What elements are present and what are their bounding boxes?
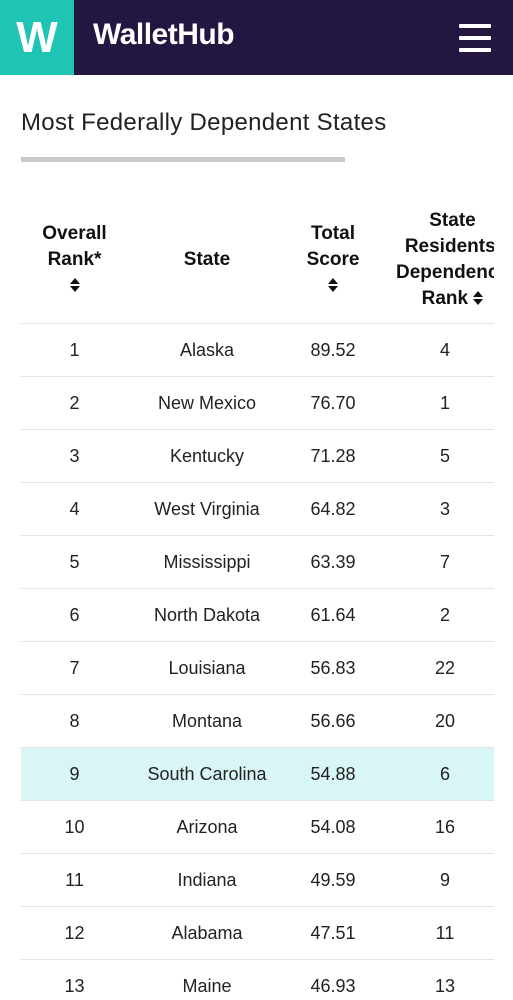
table-row: 7 Louisiana 56.83 22 bbox=[21, 641, 494, 695]
dependency-rank-cell: 13 bbox=[380, 959, 494, 1000]
state-cell: Mississippi bbox=[128, 535, 286, 589]
score-cell: 64.82 bbox=[286, 482, 380, 536]
header-dep-line1: State bbox=[429, 209, 476, 231]
header-state: State bbox=[128, 196, 286, 324]
table-row-highlighted: 9 South Carolina 54.88 6 bbox=[21, 747, 494, 801]
rank-cell: 7 bbox=[21, 641, 128, 695]
rank-cell: 4 bbox=[21, 482, 128, 536]
state-cell: North Dakota bbox=[128, 588, 286, 642]
table-row: 8 Montana 56.66 20 bbox=[21, 694, 494, 748]
score-cell: 54.08 bbox=[286, 800, 380, 854]
rank-cell: 5 bbox=[21, 535, 128, 589]
header-rank-line1: Overall bbox=[42, 222, 107, 244]
state-cell: Kentucky bbox=[128, 429, 286, 483]
title-underline bbox=[21, 157, 345, 162]
rank-cell: 9 bbox=[21, 747, 128, 801]
score-cell: 54.88 bbox=[286, 747, 380, 801]
state-cell: Louisiana bbox=[128, 641, 286, 695]
dependency-rank-cell: 9 bbox=[380, 853, 494, 907]
sort-up-down-icon[interactable] bbox=[473, 291, 484, 306]
hamburger-menu-icon[interactable] bbox=[459, 24, 491, 52]
dependency-rank-cell: 20 bbox=[380, 694, 494, 748]
rank-cell: 8 bbox=[21, 694, 128, 748]
dependency-rank-cell: 22 bbox=[380, 641, 494, 695]
dependency-rank-cell: 5 bbox=[380, 429, 494, 483]
score-cell: 76.70 bbox=[286, 376, 380, 430]
header-dep-line2: Residents' bbox=[404, 235, 494, 257]
table-row: 5 Mississippi 63.39 7 bbox=[21, 535, 494, 589]
score-cell: 63.39 bbox=[286, 535, 380, 589]
table-row: 12 Alabama 47.51 11 bbox=[21, 906, 494, 960]
table-row: 10 Arizona 54.08 16 bbox=[21, 800, 494, 854]
header-rank-line2: Rank* bbox=[47, 248, 102, 270]
header-score-line1: Total bbox=[311, 222, 355, 244]
table-row: 4 West Virginia 64.82 3 bbox=[21, 482, 494, 536]
state-cell: South Carolina bbox=[128, 747, 286, 801]
header-dep-line3: Dependency bbox=[396, 261, 494, 283]
state-cell: Maine bbox=[128, 959, 286, 1000]
header-overall-rank[interactable]: Overall Rank* bbox=[21, 196, 128, 324]
state-cell: Alaska bbox=[128, 323, 286, 377]
score-cell: 47.51 bbox=[286, 906, 380, 960]
rank-cell: 12 bbox=[21, 906, 128, 960]
rank-cell: 13 bbox=[21, 959, 128, 1000]
dependency-rank-cell: 11 bbox=[380, 906, 494, 960]
wallethub-logo[interactable]: W bbox=[0, 0, 74, 75]
rank-cell: 3 bbox=[21, 429, 128, 483]
rankings-table: Overall Rank* State Total Score bbox=[21, 196, 494, 1000]
dependency-rank-cell: 3 bbox=[380, 482, 494, 536]
state-cell: Arizona bbox=[128, 800, 286, 854]
score-cell: 56.66 bbox=[286, 694, 380, 748]
header-state-label: State bbox=[183, 248, 231, 270]
sort-up-down-icon[interactable] bbox=[69, 278, 80, 293]
page-title: Most Federally Dependent States bbox=[21, 109, 387, 136]
table-row: 2 New Mexico 76.70 1 bbox=[21, 376, 494, 430]
dependency-rank-cell: 4 bbox=[380, 323, 494, 377]
logo-letter: W bbox=[16, 12, 58, 62]
table-row: 11 Indiana 49.59 9 bbox=[21, 853, 494, 907]
score-cell: 61.64 bbox=[286, 588, 380, 642]
dependency-rank-cell: 2 bbox=[380, 588, 494, 642]
rank-cell: 6 bbox=[21, 588, 128, 642]
dependency-rank-cell: 7 bbox=[380, 535, 494, 589]
state-cell: West Virginia bbox=[128, 482, 286, 536]
state-cell: Alabama bbox=[128, 906, 286, 960]
dependency-rank-cell: 16 bbox=[380, 800, 494, 854]
sort-up-down-icon[interactable] bbox=[328, 278, 338, 293]
dependency-rank-cell: 6 bbox=[380, 747, 494, 801]
header-residents-dependency-rank[interactable]: State Residents' Dependency Rank bbox=[380, 196, 494, 324]
brand-name[interactable]: WalletHub bbox=[93, 18, 235, 51]
rank-cell: 1 bbox=[21, 323, 128, 377]
state-cell: Montana bbox=[128, 694, 286, 748]
table-row: 6 North Dakota 61.64 2 bbox=[21, 588, 494, 642]
rank-cell: 10 bbox=[21, 800, 128, 854]
header-score-line2: Score bbox=[306, 248, 360, 270]
top-navigation-bar: W WalletHub bbox=[0, 0, 513, 75]
score-cell: 46.93 bbox=[286, 959, 380, 1000]
header-dep-line4: Rank bbox=[421, 287, 469, 309]
table-row: 13 Maine 46.93 13 bbox=[21, 959, 494, 1000]
rank-cell: 2 bbox=[21, 376, 128, 430]
dependency-rank-cell: 1 bbox=[380, 376, 494, 430]
score-cell: 56.83 bbox=[286, 641, 380, 695]
score-cell: 89.52 bbox=[286, 323, 380, 377]
table-row: 1 Alaska 89.52 4 bbox=[21, 323, 494, 377]
header-total-score[interactable]: Total Score bbox=[286, 196, 380, 324]
state-cell: New Mexico bbox=[128, 376, 286, 430]
score-cell: 49.59 bbox=[286, 853, 380, 907]
rank-cell: 11 bbox=[21, 853, 128, 907]
rankings-table-container[interactable]: Overall Rank* State Total Score bbox=[21, 196, 494, 1000]
state-cell: Indiana bbox=[128, 853, 286, 907]
table-header-row: Overall Rank* State Total Score bbox=[21, 196, 494, 324]
table-row: 3 Kentucky 71.28 5 bbox=[21, 429, 494, 483]
score-cell: 71.28 bbox=[286, 429, 380, 483]
